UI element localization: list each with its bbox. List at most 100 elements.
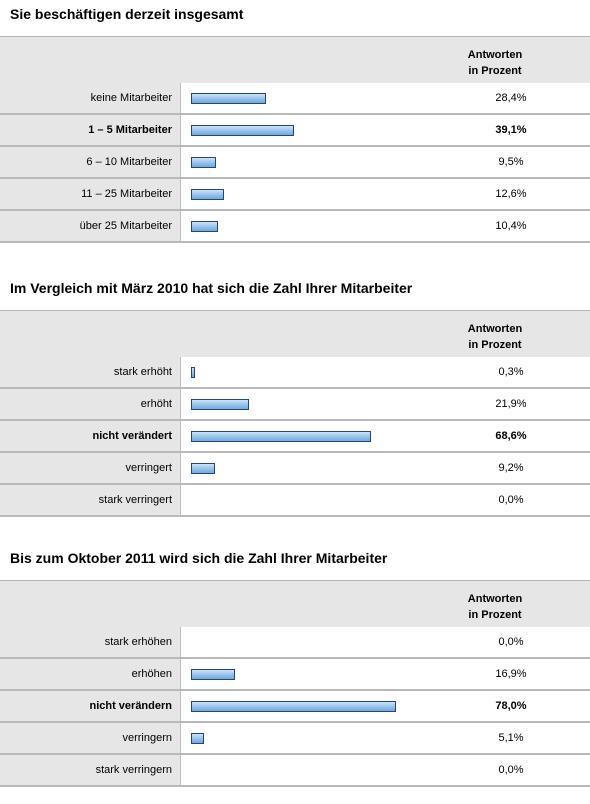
bar — [191, 157, 216, 168]
column-header-line1: Antworten — [467, 323, 523, 335]
value-cell: 12,6% — [461, 179, 590, 211]
column-header-line2: in Prozent — [468, 65, 522, 77]
category-cell: keine Mitarbeiter — [0, 83, 181, 115]
bar-cell — [181, 211, 461, 243]
value-label: 16,9% — [495, 668, 527, 680]
value-cell: 0,0% — [461, 755, 590, 787]
category-cell: nicht verändern — [0, 691, 181, 723]
value-cell: 39,1% — [461, 115, 590, 147]
category-label: verringert — [125, 462, 172, 474]
value-label: 0,0% — [498, 494, 524, 506]
bar-cell — [181, 389, 461, 421]
table-row: verringert 9,2% — [0, 453, 590, 485]
bar-cell — [181, 627, 461, 659]
bar — [191, 93, 266, 104]
bar-cell — [181, 179, 461, 211]
category-label: 1 – 5 Mitarbeiter — [88, 124, 172, 136]
value-label: 10,4% — [495, 220, 527, 232]
table-header: Antworten in Prozent — [0, 36, 590, 83]
category-cell: stark erhöht — [0, 357, 181, 389]
row-separator — [0, 177, 590, 179]
row-separator — [0, 241, 590, 243]
value-label: 0,0% — [498, 764, 524, 776]
value-cell: 0,3% — [461, 357, 590, 389]
bar — [191, 733, 204, 744]
table-header: Antworten in Prozent — [0, 580, 590, 627]
row-separator — [0, 145, 590, 147]
value-cell: 21,9% — [461, 389, 590, 421]
category-cell: stark verringern — [0, 755, 181, 787]
table-row: nicht verändern 78,0% — [0, 691, 590, 723]
table-row: stark verringert 0,0% — [0, 485, 590, 517]
value-cell: 78,0% — [461, 691, 590, 723]
category-cell: nicht verändert — [0, 421, 181, 453]
category-label: erhöht — [140, 398, 172, 410]
category-label: stark verringert — [98, 494, 172, 506]
table-row: 1 – 5 Mitarbeiter 39,1% — [0, 115, 590, 147]
column-header-line1: Antworten — [467, 593, 523, 605]
row-separator — [0, 515, 590, 517]
column-header-line2: in Prozent — [468, 339, 522, 351]
category-label: über 25 Mitarbeiter — [79, 220, 172, 232]
table-row: nicht verändert 68,6% — [0, 421, 590, 453]
category-cell: 1 – 5 Mitarbeiter — [0, 115, 181, 147]
bar-cell — [181, 485, 461, 517]
value-cell: 9,5% — [461, 147, 590, 179]
column-header-answers: Antworten in Prozent — [440, 591, 550, 623]
category-cell: verringern — [0, 723, 181, 755]
category-cell: erhöhen — [0, 659, 181, 691]
category-cell: verringert — [0, 453, 181, 485]
value-cell: 10,4% — [461, 211, 590, 243]
category-label: 6 – 10 Mitarbeiter — [86, 156, 172, 168]
table-row: keine Mitarbeiter 28,4% — [0, 83, 590, 115]
bar — [191, 463, 215, 474]
value-cell: 28,4% — [461, 83, 590, 115]
bar-cell — [181, 723, 461, 755]
bar — [191, 189, 224, 200]
value-label: 9,5% — [498, 156, 524, 168]
category-label: nicht verändern — [89, 700, 172, 712]
chart-title: Bis zum Oktober 2011 wird sich die Zahl … — [10, 550, 388, 566]
category-label: erhöhen — [131, 668, 172, 680]
value-label: 28,4% — [495, 92, 527, 104]
value-cell: 5,1% — [461, 723, 590, 755]
bar-cell — [181, 115, 461, 147]
row-separator — [0, 657, 590, 659]
value-cell: 0,0% — [461, 627, 590, 659]
value-label: 0,0% — [498, 636, 524, 648]
column-header-line1: Antworten — [467, 49, 523, 61]
bar — [191, 221, 218, 232]
row-separator — [0, 689, 590, 691]
row-separator — [0, 483, 590, 485]
bar — [191, 399, 249, 410]
value-cell: 9,2% — [461, 453, 590, 485]
chart-title: Sie beschäftigen derzeit insgesamt — [10, 6, 244, 22]
bar-cell — [181, 659, 461, 691]
value-cell: 0,0% — [461, 485, 590, 517]
category-cell: 6 – 10 Mitarbeiter — [0, 147, 181, 179]
column-header-line2: in Prozent — [468, 609, 522, 621]
bar-cell — [181, 147, 461, 179]
category-label: 11 – 25 Mitarbeiter — [81, 188, 172, 200]
value-label: 12,6% — [495, 188, 527, 200]
category-label: verringern — [122, 732, 172, 744]
bar — [191, 669, 235, 680]
bar-cell — [181, 357, 461, 389]
value-cell: 16,9% — [461, 659, 590, 691]
category-cell: stark verringert — [0, 485, 181, 517]
column-header-answers: Antworten in Prozent — [440, 321, 550, 353]
table-row: stark erhöht 0,3% — [0, 357, 590, 389]
bar-cell — [181, 83, 461, 115]
row-separator — [0, 721, 590, 723]
category-label: nicht verändert — [92, 430, 172, 442]
value-label: 78,0% — [495, 700, 527, 712]
table-row: über 25 Mitarbeiter 10,4% — [0, 211, 590, 243]
value-label: 21,9% — [495, 398, 527, 410]
category-label: stark erhöht — [113, 366, 172, 378]
bar-cell — [181, 691, 461, 723]
category-label: stark erhöhen — [104, 636, 172, 648]
value-label: 68,6% — [495, 430, 527, 442]
chart-title: Im Vergleich mit März 2010 hat sich die … — [10, 280, 413, 296]
row-separator — [0, 785, 590, 787]
table-row: 6 – 10 Mitarbeiter 9,5% — [0, 147, 590, 179]
